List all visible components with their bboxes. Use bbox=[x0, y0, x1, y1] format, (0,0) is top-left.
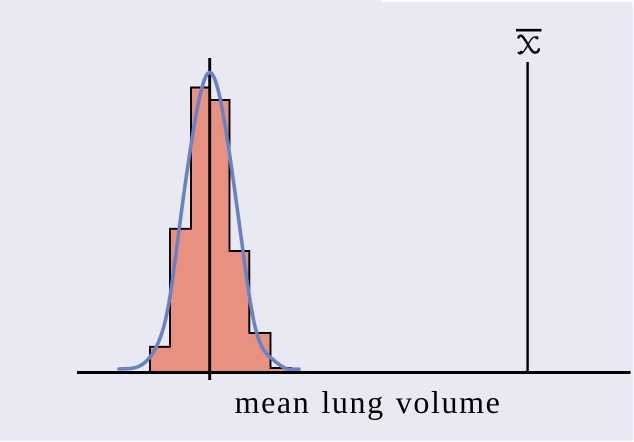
svg-text:mean lung volume: mean lung volume bbox=[235, 384, 502, 420]
